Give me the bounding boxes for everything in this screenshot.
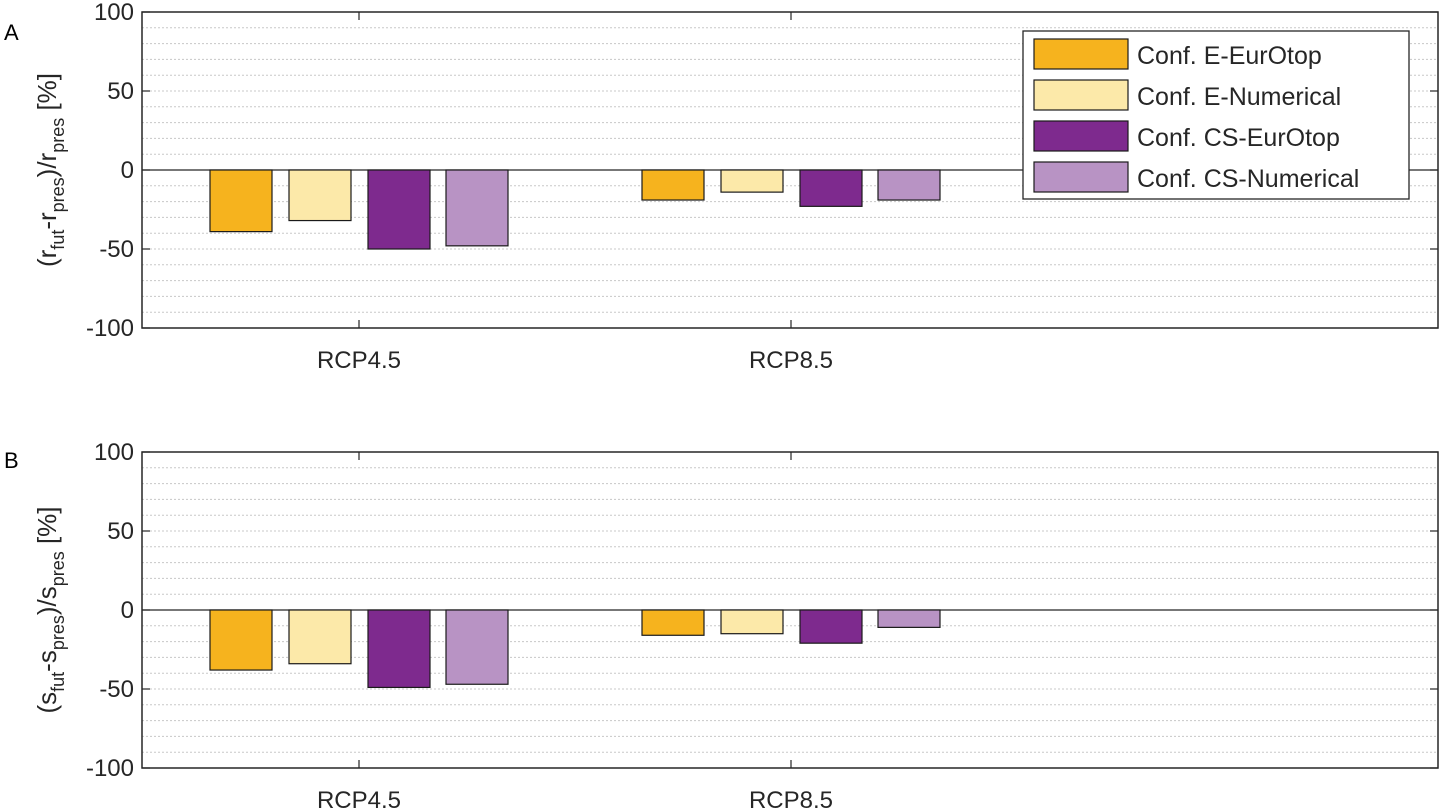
y-label-part: -r xyxy=(32,212,62,230)
legend: Conf. E-EurOtop Conf. E-Numerical Conf. CS… xyxy=(1022,30,1410,200)
x-tick-label: RCP8.5 xyxy=(749,347,833,374)
y-label-subscript: fut xyxy=(48,230,68,250)
y-tick-label: 50 xyxy=(107,78,134,105)
y-label-subscript: pres xyxy=(48,551,68,586)
y-axis-label: (sfut-spres)/spres [%] xyxy=(32,506,68,713)
y-tick-label: 100 xyxy=(94,439,134,466)
y-label-subscript: pres xyxy=(48,177,68,212)
y-label-part: [%] xyxy=(32,506,62,551)
y-label-part: [%] xyxy=(32,73,62,118)
bar xyxy=(799,169,863,207)
bar xyxy=(367,609,431,689)
bar xyxy=(641,169,705,201)
y-label-part: -s xyxy=(32,650,62,672)
bar xyxy=(445,609,509,685)
bar xyxy=(641,609,705,636)
y-tick-label: 0 xyxy=(121,597,134,624)
legend-swatch xyxy=(1033,79,1129,111)
bar xyxy=(720,169,784,193)
y-label-part: )/r xyxy=(32,152,62,177)
y-tick-label: 50 xyxy=(107,518,134,545)
bar xyxy=(288,609,352,665)
x-tick-label: RCP4.5 xyxy=(317,347,401,374)
bar xyxy=(367,169,431,250)
y-tick-label: 0 xyxy=(121,157,134,184)
panel-label: B xyxy=(4,448,19,473)
legend-swatch xyxy=(1033,38,1129,70)
x-tick-label: RCP8.5 xyxy=(749,787,833,811)
y-label-subscript: pres xyxy=(48,118,68,153)
y-tick-label: -50 xyxy=(99,236,134,263)
y-tick-label: -50 xyxy=(99,676,134,703)
legend-entry: Conf. E-Numerical xyxy=(1137,83,1341,111)
panel-label: A xyxy=(4,20,19,45)
legend-swatch xyxy=(1033,120,1129,152)
bar xyxy=(877,169,941,201)
y-tick-label: 100 xyxy=(94,0,134,26)
y-label-part: )/s xyxy=(32,586,62,615)
y-label-subscript: fut xyxy=(48,672,68,692)
legend-entry: Conf. CS-EurOtop xyxy=(1137,124,1340,152)
bar xyxy=(209,169,273,233)
y-axis-label: (rfut-rpres)/rpres [%] xyxy=(32,73,68,267)
legend-swatch xyxy=(1033,161,1129,193)
bar xyxy=(799,609,863,644)
legend-entry: Conf. CS-Numerical xyxy=(1137,165,1359,193)
x-tick-label: RCP4.5 xyxy=(317,787,401,811)
y-label-subscript: pres xyxy=(48,615,68,650)
legend-entry: Conf. E-EurOtop xyxy=(1137,42,1322,70)
bar xyxy=(720,609,784,635)
y-label-part: (s xyxy=(32,692,62,714)
y-tick-label: -100 xyxy=(86,755,134,782)
bar xyxy=(877,609,941,628)
y-tick-label: -100 xyxy=(86,315,134,342)
bar xyxy=(209,609,273,671)
y-label-part: (r xyxy=(32,249,62,267)
bar xyxy=(445,169,509,247)
bar xyxy=(288,169,352,222)
